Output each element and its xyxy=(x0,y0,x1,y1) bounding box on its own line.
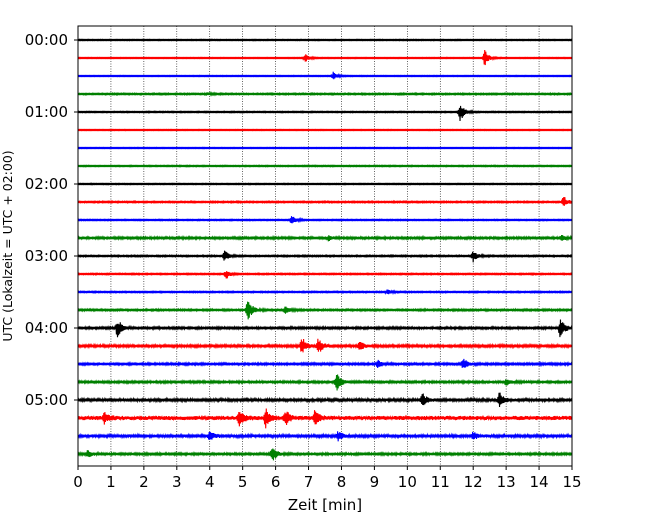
x-tick-label: 11 xyxy=(431,473,450,491)
x-tick-label: 6 xyxy=(271,473,281,491)
y-tick-label: 02:00 xyxy=(25,175,68,193)
x-tick-label: 8 xyxy=(337,473,347,491)
x-tick-label: 13 xyxy=(497,473,516,491)
trace-0515 xyxy=(77,408,573,429)
traces xyxy=(77,38,573,461)
x-tick-label: 7 xyxy=(304,473,314,491)
plot-frame xyxy=(77,25,573,467)
x-tick-label: 14 xyxy=(530,473,549,491)
x-tick-label: 15 xyxy=(562,473,581,491)
x-tick-label: 4 xyxy=(205,473,215,491)
y-tick-label: 03:00 xyxy=(25,247,68,265)
x-tick-label: 5 xyxy=(238,473,248,491)
x-axis-label: Zeit [min] xyxy=(288,496,362,514)
x-tick-label: 0 xyxy=(73,473,83,491)
x-tick-label: 3 xyxy=(172,473,182,491)
x-tick-label: 10 xyxy=(398,473,417,491)
y-tick-label: 00:00 xyxy=(25,31,68,49)
x-tick-label: 12 xyxy=(464,473,483,491)
x-tick-label: 9 xyxy=(370,473,380,491)
y-tick-label: 01:00 xyxy=(25,103,68,121)
y-axis-label: UTC (Lokalzeit = UTC + 02:00) xyxy=(0,150,15,341)
x-tick-label: 2 xyxy=(139,473,149,491)
y-tick-label: 04:00 xyxy=(25,319,68,337)
y-axis: 00:00 01:00 02:00 03:00 04:00 05:00 xyxy=(25,31,78,409)
y-tick-label: 05:00 xyxy=(25,391,68,409)
x-tick-label: 1 xyxy=(106,473,116,491)
trace-0100 xyxy=(77,105,573,121)
x-axis: 0 1 2 3 4 5 6 7 8 9 10 11 12 13 14 15 xyxy=(73,466,582,491)
